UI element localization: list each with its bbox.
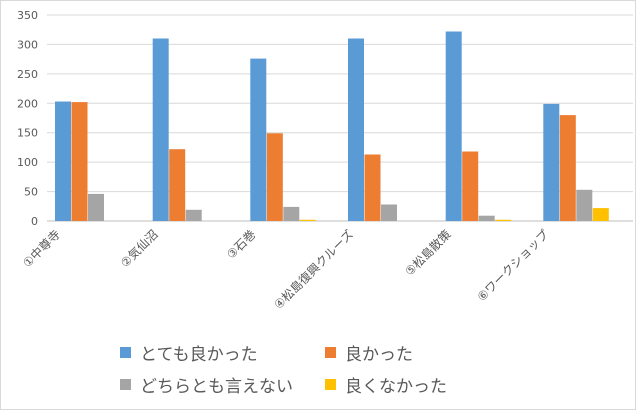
y-tick-label: 350	[17, 9, 38, 22]
bar	[88, 193, 104, 221]
legend-swatch	[120, 379, 131, 390]
legend-item-series-4: 良くなかった	[325, 372, 447, 397]
bar	[592, 208, 609, 221]
bar	[348, 38, 364, 221]
legend-label: 良くなかった	[345, 377, 447, 397]
y-tick-label: 250	[17, 68, 38, 81]
bar	[543, 103, 560, 221]
bar	[266, 133, 283, 221]
bar	[364, 154, 381, 221]
legend-item-series-3: どちらとも言えない	[120, 372, 293, 397]
bar	[299, 219, 316, 221]
bar	[185, 209, 202, 221]
legend-swatch	[325, 379, 336, 390]
y-tick-label: 150	[17, 127, 38, 140]
bar	[283, 206, 300, 221]
legend-label: どちらとも言えない	[140, 377, 293, 397]
x-axis-categories: ①中尊寺 ②気仙沼 ③石巻 ④松島復興クルーズ ⑤松島散策 ⑥ワークショップ	[19, 227, 551, 312]
x-category-label: ⑤松島散策	[402, 227, 454, 279]
y-tick-label: 300	[17, 38, 38, 51]
gridlines	[47, 14, 633, 222]
legend-item-series-1: とても良かった	[120, 340, 258, 365]
y-tick-label: 50	[24, 186, 38, 199]
y-tick-label: 0	[31, 215, 38, 228]
x-category-label: ①中尊寺	[19, 227, 63, 271]
legend-swatch	[325, 347, 336, 358]
legend-swatch	[120, 347, 131, 358]
bar	[250, 58, 267, 221]
bar	[55, 101, 71, 221]
x-category-label: ③石巻	[224, 227, 258, 261]
bar	[576, 189, 593, 221]
bar	[462, 151, 479, 221]
bar	[445, 31, 462, 221]
y-tick-label: 200	[17, 97, 38, 110]
bar	[381, 204, 397, 221]
bar	[152, 38, 169, 221]
bar	[495, 219, 512, 221]
y-axis-ticks: 0 50 100 150 200 250 300 350	[17, 9, 38, 228]
x-category-label: ②気仙沼	[117, 227, 161, 271]
bar	[478, 215, 495, 221]
bar	[169, 149, 186, 221]
legend-label: 良かった	[345, 345, 413, 365]
legend-label: とても良かった	[140, 345, 258, 365]
x-category-label: ⑥ワークショップ	[475, 227, 552, 304]
x-category-label: ④松島復興クルーズ	[271, 227, 356, 312]
y-tick-label: 100	[17, 156, 38, 169]
bar	[71, 102, 88, 221]
bar	[559, 115, 576, 221]
legend-item-series-2: 良かった	[325, 340, 413, 365]
bars	[55, 31, 609, 221]
